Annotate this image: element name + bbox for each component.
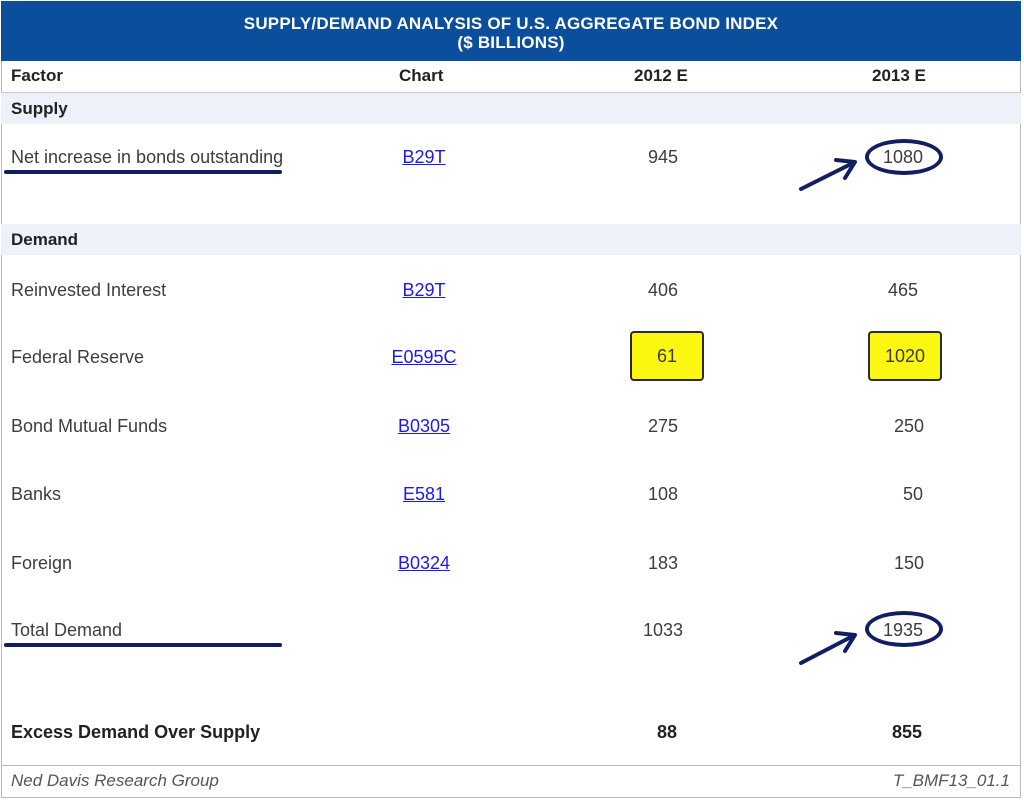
chart-link-e581[interactable]: E581 [402, 484, 446, 504]
annotation-circle-1935 [865, 611, 943, 647]
chart-link-b0324[interactable]: B0324 [397, 553, 451, 573]
row-factor-total-demand: Total Demand [11, 620, 123, 640]
value-bond-funds-2012: 275 [647, 416, 679, 436]
annotation-arrow-icon [799, 631, 857, 665]
value-fed-2012: 61 [656, 345, 678, 366]
row-factor-reinvested-interest: Reinvested Interest [11, 280, 167, 300]
row-factor-banks: Banks [11, 484, 62, 504]
row-factor-federal-reserve: Federal Reserve [11, 347, 145, 367]
value-excess-2013: 855 [891, 722, 923, 742]
annotation-circle-1080 [865, 139, 943, 175]
row-factor-net-increase: Net increase in bonds outstanding [11, 147, 284, 167]
table-title: SUPPLY/DEMAND ANALYSIS OF U.S. AGGREGATE… [1, 1, 1021, 61]
value-fed-2013: 1020 [884, 345, 926, 366]
value-reinvested-2013: 465 [887, 280, 919, 300]
value-excess-2012: 88 [656, 722, 678, 742]
column-header-2012: 2012 E [634, 66, 688, 85]
column-header-factor: Factor [11, 66, 63, 85]
footer-divider [1, 765, 1021, 766]
header-divider [1, 92, 1021, 93]
value-banks-2013: 50 [902, 484, 924, 504]
title-line-1: SUPPLY/DEMAND ANALYSIS OF U.S. AGGREGATE… [243, 14, 779, 33]
title-line-2: ($ BILLIONS) [457, 33, 565, 52]
column-header-chart: Chart [399, 66, 444, 85]
annotation-arrow-icon [799, 158, 857, 191]
value-total-2012: 1033 [642, 620, 684, 640]
demand-section-band [1, 224, 1021, 255]
footer-table-id: T_BMF13_01.1 [892, 771, 1010, 790]
row-factor-bond-mutual-funds: Bond Mutual Funds [11, 416, 168, 436]
row-factor-foreign: Foreign [11, 553, 73, 573]
chart-link-b29t-supply[interactable]: B29T [402, 147, 446, 167]
annotation-underline-total-demand [4, 643, 282, 647]
value-net-increase-2012: 945 [647, 147, 679, 167]
section-label-supply: Supply [11, 99, 68, 118]
footer-source: Ned Davis Research Group [11, 771, 219, 790]
annotation-underline-net-increase [4, 170, 282, 174]
chart-link-b29t[interactable]: B29T [402, 280, 446, 300]
value-reinvested-2012: 406 [647, 280, 679, 300]
chart-link-e0595c[interactable]: E0595C [391, 347, 457, 367]
value-banks-2012: 108 [647, 484, 679, 504]
highlight-box-fed-2013: 1020 [868, 331, 942, 381]
column-header-2013: 2013 E [872, 66, 926, 85]
supply-section-band [1, 93, 1021, 124]
value-foreign-2012: 183 [647, 553, 679, 573]
row-factor-excess-demand: Excess Demand Over Supply [11, 722, 261, 742]
highlight-box-fed-2012: 61 [630, 331, 704, 381]
section-label-demand: Demand [11, 230, 79, 249]
value-bond-funds-2013: 250 [893, 416, 925, 436]
chart-link-b0305[interactable]: B0305 [397, 416, 451, 436]
value-foreign-2013: 150 [893, 553, 925, 573]
